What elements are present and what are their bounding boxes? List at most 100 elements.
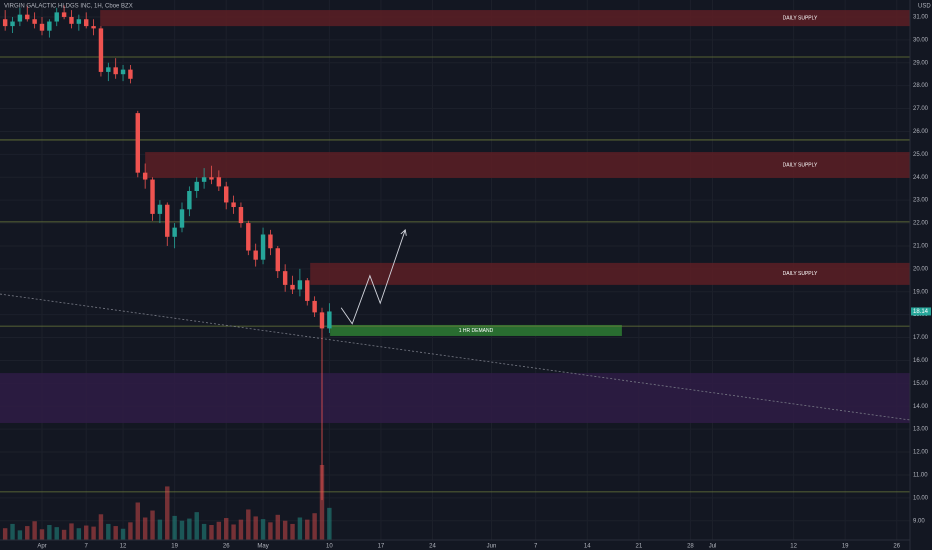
candle-body [260, 234, 266, 260]
candle-body [253, 250, 258, 260]
y-tick-label: 19.00 [913, 289, 929, 295]
volume-bar [84, 525, 89, 540]
candle-body [69, 16, 74, 24]
y-tick-label: 31.00 [913, 15, 929, 21]
candle-body [282, 271, 288, 285]
candle-body [275, 248, 280, 272]
chart-title: VIRGIN GALACTIC HLDGS INC, 1H, Cboe BZX [4, 4, 133, 10]
volume-bar [39, 529, 45, 540]
volume-bar [165, 486, 170, 540]
projection-arrowhead [400, 229, 407, 236]
volume-bar [275, 514, 280, 540]
volume-bar [157, 519, 163, 540]
volume-bar [246, 509, 251, 540]
candle-body [201, 177, 207, 182]
candle-body [305, 280, 310, 301]
y-tick-label: 30.00 [913, 37, 929, 43]
volume-bar [187, 518, 192, 540]
volume-bar [47, 525, 52, 540]
x-tick-label: 28 [687, 544, 694, 550]
y-tick-label: 21.00 [913, 244, 929, 250]
y-tick-label: 12.00 [913, 450, 929, 456]
y-tick-label: 23.00 [913, 198, 929, 204]
x-tick-label: Jun [487, 544, 497, 550]
y-tick-label: 11.00 [913, 473, 928, 479]
volume-bar [25, 526, 30, 540]
volume-bar [120, 528, 126, 540]
volume-bar [17, 530, 23, 540]
y-tick-label: 20.00 [913, 266, 929, 272]
volume-bar [113, 526, 118, 540]
x-tick-label: Apr [37, 544, 46, 550]
volume-bar [231, 524, 236, 540]
candle-body [319, 312, 325, 329]
volume-bar [260, 519, 266, 540]
volume-bar [106, 523, 111, 540]
candle-body [290, 284, 295, 290]
candle-body [150, 179, 155, 214]
volume-bar [224, 518, 229, 540]
x-tick-label: 26 [893, 544, 900, 550]
volume-bar [150, 510, 155, 540]
volume-bar [282, 520, 288, 540]
x-tick-label: 14 [584, 544, 591, 550]
y-tick-label: 16.00 [913, 358, 929, 364]
volume-bar [142, 517, 148, 540]
candle-body [17, 14, 23, 22]
x-tick-label: Jul [709, 544, 717, 550]
x-tick-label: 26 [223, 544, 230, 550]
volume-bar [327, 507, 332, 540]
candle-body [135, 113, 140, 173]
x-tick-label: 19 [842, 544, 849, 550]
candle-body [61, 12, 67, 17]
zone [100, 10, 911, 27]
last-price-label: 18.14 [913, 309, 929, 315]
volume-bar [10, 523, 15, 540]
x-tick-label: 12 [120, 544, 127, 550]
x-tick-label: May [257, 544, 268, 550]
volume-bar [54, 527, 59, 540]
candle-body [120, 69, 126, 75]
volume-bar [305, 519, 310, 540]
x-tick-label: 21 [635, 544, 642, 550]
candle-body [39, 23, 45, 31]
volume-bar [268, 522, 273, 540]
y-tick-label: 14.00 [913, 404, 929, 410]
candle-body [165, 204, 170, 237]
volume-bar [91, 526, 96, 540]
trendline [0, 293, 911, 421]
x-tick-label: 19 [171, 544, 178, 550]
x-tick-label: 17 [378, 544, 385, 550]
candle-body [297, 280, 303, 290]
y-tick-label: 17.00 [913, 335, 929, 341]
zone-label: 1 HR DEMAND [459, 328, 494, 334]
x-tick-label: 24 [429, 544, 436, 550]
volume-bar [194, 512, 199, 540]
x-tick-label: 7 [534, 544, 538, 550]
projection-path [340, 229, 406, 325]
candle-body [187, 190, 192, 210]
zone-label: DAILY SUPPLY [783, 162, 818, 168]
y-tick-label: 28.00 [913, 83, 929, 89]
candle-body [54, 12, 59, 22]
zone-label: DAILY SUPPLY [783, 15, 818, 21]
candle-body [84, 19, 89, 27]
volume-bar [290, 523, 295, 540]
candle-body [47, 21, 52, 31]
x-tick-label: 7 [85, 544, 89, 550]
candle-body [238, 207, 244, 224]
volume-bar [319, 465, 325, 540]
candle-body [113, 67, 118, 75]
volume-bar [238, 519, 244, 540]
candle-body [172, 227, 177, 237]
candle-body [98, 28, 104, 72]
candle-body [312, 300, 317, 313]
volume-bar [179, 520, 185, 540]
volume-bar [209, 525, 214, 540]
y-tick-label: 9.00 [913, 518, 925, 524]
volume-bar [253, 516, 258, 540]
zone [0, 373, 910, 423]
volume-bar [69, 523, 74, 540]
currency: USD [918, 4, 931, 10]
